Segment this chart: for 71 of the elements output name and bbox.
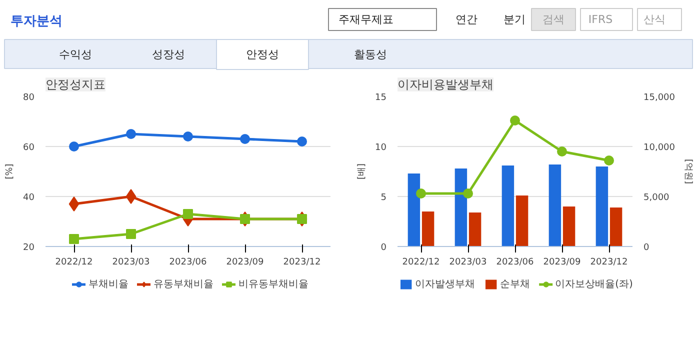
y-tick-label: 10 — [375, 143, 387, 153]
bar — [408, 174, 420, 246]
legend-label: 이자발생부채 — [415, 278, 476, 291]
y-axis-title: [배] — [357, 163, 368, 180]
y2-tick-label: 5,000 — [644, 193, 670, 203]
chart-title: 이자비용발생부채 — [398, 78, 494, 92]
text: IFRS — [588, 13, 613, 26]
point — [240, 214, 250, 224]
point — [240, 134, 250, 144]
text: 투자분석 — [10, 14, 62, 29]
y-tick-label: 5 — [380, 193, 387, 203]
bar — [610, 208, 622, 246]
point — [183, 132, 193, 142]
text: 안정성 — [246, 48, 279, 61]
bar — [516, 196, 528, 246]
bar — [454, 168, 468, 246]
point — [510, 116, 520, 126]
x-tick-label: 2023/06 — [496, 258, 534, 268]
x-tick-label: 2023/09 — [226, 258, 264, 268]
point — [126, 129, 136, 139]
point — [297, 214, 307, 224]
text: 성장성 — [152, 48, 185, 61]
bar — [468, 212, 482, 246]
point — [183, 209, 193, 219]
y-tick-label: 80 — [23, 93, 35, 103]
bar — [422, 212, 434, 246]
y2-tick-label: 0 — [644, 243, 650, 253]
x-tick-label: 2023/09 — [543, 258, 581, 268]
text: 검색 — [542, 13, 564, 26]
point — [126, 229, 136, 239]
text: 연간 — [456, 13, 478, 26]
chart-title: 안정성지표 — [46, 78, 106, 92]
x-tick-label: 2023/12 — [283, 258, 321, 268]
y2-tick-label: 10,000 — [644, 143, 676, 153]
x-tick-label: 2023/06 — [169, 258, 207, 268]
point — [69, 142, 79, 152]
text: 활동성 — [354, 48, 387, 61]
legend-label: 비유동부채비율 — [238, 278, 308, 291]
x-tick-label: 2022/12 — [55, 258, 93, 268]
text: 산식 — [644, 13, 666, 26]
bar — [548, 164, 562, 246]
text: 수익성 — [59, 48, 92, 61]
y2-tick-label: 15,000 — [644, 93, 676, 103]
bar — [502, 166, 514, 246]
legend-label: 유동부채비율 — [154, 278, 214, 291]
x-tick-label: 2023/12 — [590, 258, 628, 268]
bar — [562, 206, 576, 246]
point — [126, 189, 136, 204]
legend-label: 순부채 — [500, 278, 530, 291]
y-axis-title: [%] — [5, 164, 16, 180]
x-tick-label: 2023/03 — [449, 258, 487, 268]
legend-label: 부채비율 — [88, 278, 128, 291]
point — [463, 188, 473, 198]
bar — [596, 166, 608, 246]
point — [416, 188, 426, 198]
point — [69, 234, 79, 244]
text: 주재무제표 — [338, 13, 394, 26]
y-tick-label: 0 — [380, 243, 387, 253]
x-tick-label: 2022/12 — [402, 258, 440, 268]
point — [68, 196, 80, 212]
y-tick-label: 60 — [23, 143, 35, 153]
y-tick-label: 20 — [23, 243, 35, 253]
x-tick-label: 2023/03 — [112, 258, 150, 268]
legend-label: 이자보상배율(좌) — [555, 278, 633, 291]
point — [297, 136, 307, 146]
y-tick-label: 40 — [23, 193, 35, 203]
y-tick-label: 15 — [375, 93, 386, 103]
point — [557, 146, 567, 156]
y2-axis-title: [억원] — [682, 158, 693, 184]
text: 분기 — [504, 13, 526, 26]
point — [604, 156, 614, 166]
